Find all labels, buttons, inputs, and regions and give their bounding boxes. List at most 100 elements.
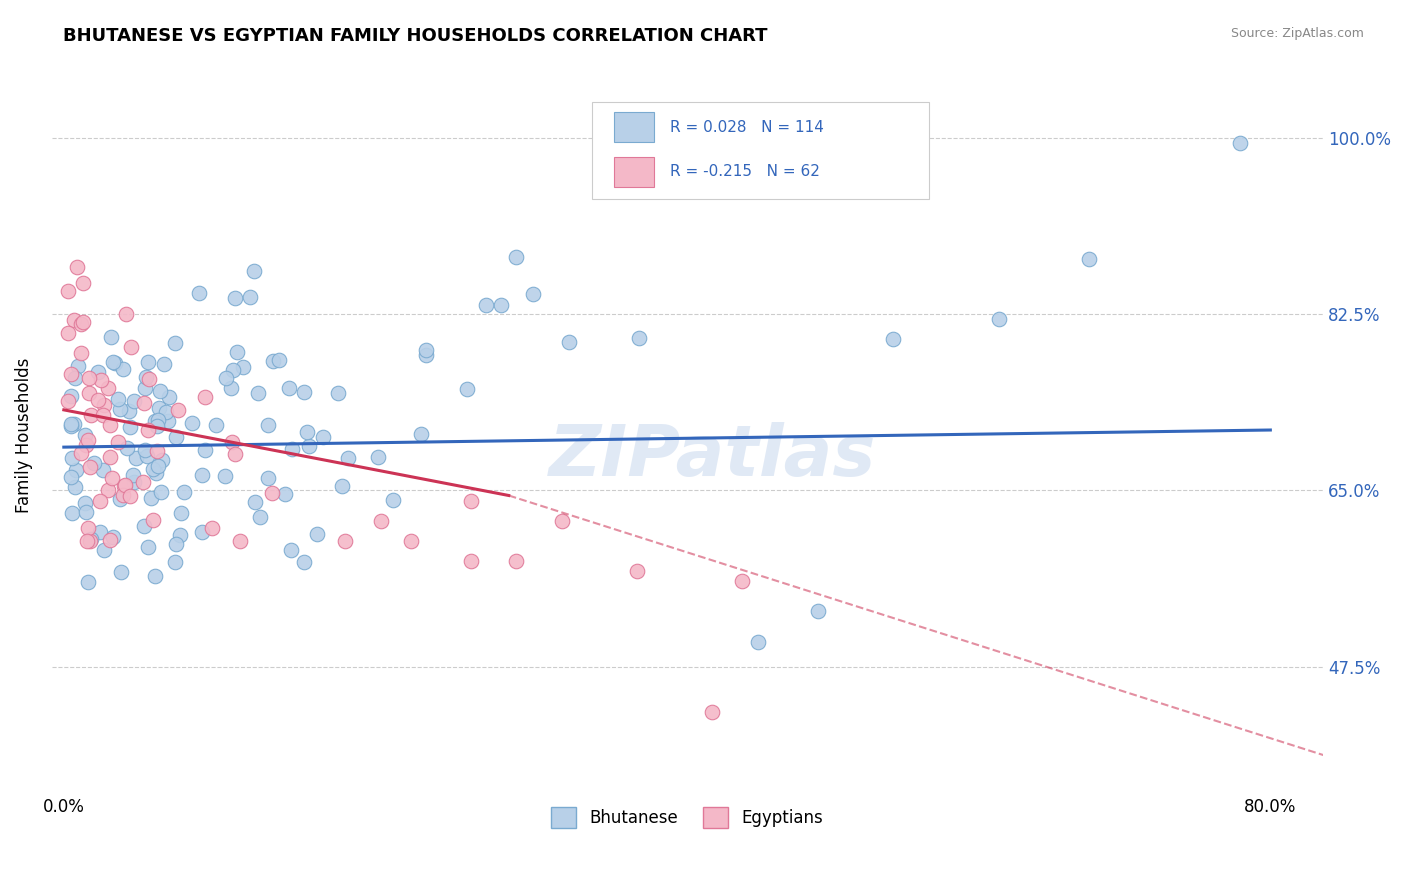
Point: [120, 420, 142, 434]
Point: [143, 569, 166, 583]
Point: [63, 370, 86, 384]
Point: [98, 418, 121, 433]
Point: [118, 404, 141, 418]
Point: [292, 555, 315, 569]
Point: [79, 460, 101, 475]
Point: [97, 381, 120, 395]
Point: [60, 507, 83, 521]
Point: [256, 471, 278, 485]
Point: [169, 528, 191, 542]
Point: [76, 533, 98, 548]
Point: [112, 479, 135, 493]
Point: [111, 362, 134, 376]
Point: [112, 488, 135, 502]
Point: [63, 480, 86, 494]
Point: [98, 533, 121, 548]
Point: [460, 493, 482, 508]
Point: [122, 394, 145, 409]
Point: [60, 388, 83, 402]
Point: [136, 423, 159, 437]
Point: [224, 292, 246, 306]
Point: [987, 312, 1010, 326]
Point: [226, 344, 249, 359]
Point: [628, 331, 651, 345]
Bar: [613, 112, 654, 142]
Point: [191, 467, 214, 482]
Point: [382, 493, 405, 508]
Point: [550, 514, 572, 528]
Point: [75, 427, 97, 442]
Point: [69, 446, 91, 460]
Point: [626, 564, 648, 578]
Point: [145, 444, 167, 458]
Point: [146, 418, 169, 433]
Point: [73, 496, 96, 510]
Point: [134, 380, 156, 394]
Point: [367, 450, 389, 465]
Point: [1229, 136, 1251, 150]
Point: [228, 533, 250, 548]
Point: [505, 554, 527, 568]
Point: [77, 371, 100, 385]
Point: [747, 634, 769, 648]
Point: [312, 430, 335, 444]
Point: [882, 332, 904, 346]
Point: [281, 442, 304, 457]
Point: [121, 468, 143, 483]
Point: [97, 483, 120, 497]
Point: [165, 336, 187, 351]
Point: [91, 408, 114, 422]
Point: [114, 477, 136, 491]
Point: [108, 402, 131, 417]
Point: [101, 530, 124, 544]
Point: [60, 368, 83, 382]
Point: [139, 491, 162, 505]
Point: [702, 705, 724, 719]
Point: [457, 382, 479, 396]
Point: [107, 392, 129, 406]
Point: [91, 463, 114, 477]
Point: [155, 405, 177, 419]
Point: [558, 334, 581, 349]
Point: [108, 491, 131, 506]
Point: [165, 537, 187, 551]
Point: [100, 471, 122, 485]
Point: [117, 441, 139, 455]
Point: [505, 250, 527, 264]
Point: [222, 363, 245, 377]
Point: [221, 435, 243, 450]
Point: [63, 417, 86, 431]
Text: Source: ZipAtlas.com: Source: ZipAtlas.com: [1230, 27, 1364, 40]
Point: [201, 521, 224, 535]
Point: [86, 392, 108, 407]
Point: [134, 519, 156, 533]
Point: [170, 506, 193, 520]
Text: BHUTANESE VS EGYPTIAN FAMILY HOUSEHOLDS CORRELATION CHART: BHUTANESE VS EGYPTIAN FAMILY HOUSEHOLDS …: [63, 27, 768, 45]
Point: [731, 574, 754, 588]
Point: [1078, 252, 1101, 266]
Point: [262, 354, 284, 368]
Point: [120, 490, 142, 504]
Point: [100, 330, 122, 344]
Point: [66, 260, 89, 275]
Point: [165, 555, 187, 569]
Point: [153, 357, 176, 371]
Point: [58, 284, 80, 298]
Point: [60, 470, 83, 484]
Point: [70, 346, 93, 360]
Point: [62, 451, 84, 466]
Point: [415, 343, 437, 358]
Point: [80, 408, 103, 422]
Point: [460, 554, 482, 568]
Point: [146, 413, 169, 427]
Point: [249, 510, 271, 524]
Point: [125, 450, 148, 465]
Point: [165, 430, 187, 444]
Point: [60, 417, 83, 432]
Point: [295, 425, 318, 439]
Point: [157, 414, 180, 428]
Point: [298, 439, 321, 453]
Point: [114, 307, 136, 321]
FancyBboxPatch shape: [592, 103, 929, 199]
Point: [399, 533, 422, 548]
